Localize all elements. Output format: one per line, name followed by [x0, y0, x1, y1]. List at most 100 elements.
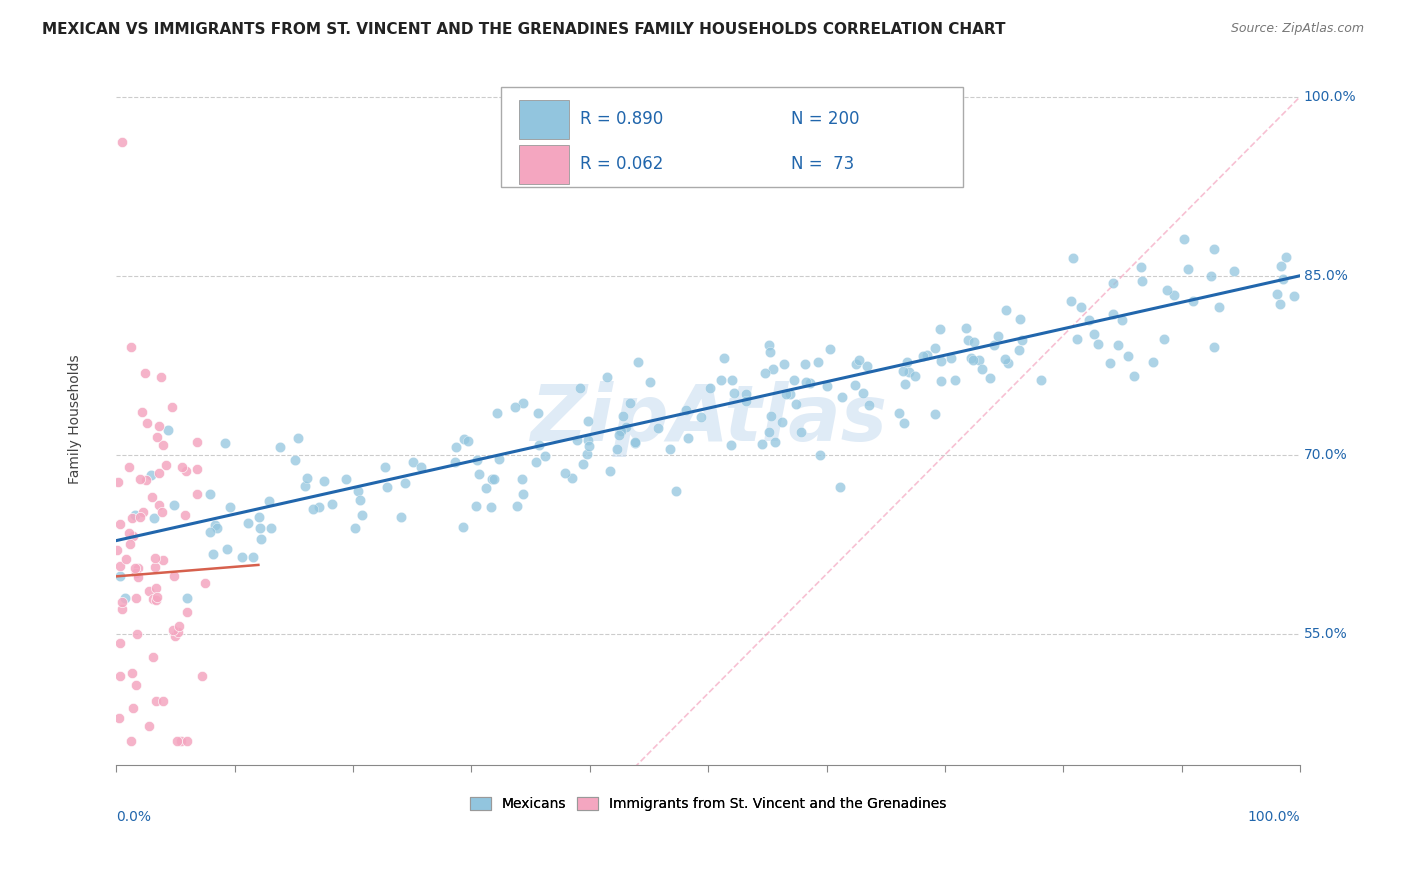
Point	[904, 369, 927, 384]
Point	[818, 342, 841, 356]
Point	[960, 351, 983, 366]
Point	[242, 550, 264, 565]
Point	[612, 409, 634, 423]
Point	[349, 492, 371, 507]
Point	[659, 442, 682, 456]
Point	[108, 558, 131, 573]
Point	[1142, 355, 1164, 369]
Point	[148, 466, 170, 480]
Text: 100.0%: 100.0%	[1247, 810, 1301, 824]
Point	[994, 351, 1017, 366]
Point	[127, 570, 149, 584]
Point	[122, 529, 145, 543]
Point	[162, 400, 184, 414]
Point	[287, 431, 309, 445]
Point	[114, 551, 136, 566]
Point	[108, 568, 131, 582]
Point	[624, 435, 647, 450]
Point	[145, 581, 167, 595]
Point	[1271, 272, 1294, 286]
Point	[1177, 261, 1199, 276]
Point	[1284, 289, 1306, 303]
Point	[200, 487, 222, 501]
Point	[145, 593, 167, 607]
Point	[911, 349, 934, 363]
Text: 55.0%: 55.0%	[1303, 626, 1347, 640]
Point	[142, 591, 165, 606]
Point	[453, 432, 475, 446]
Point	[125, 591, 148, 606]
Point	[174, 464, 197, 478]
Point	[468, 467, 491, 481]
Point	[1201, 268, 1223, 283]
Point	[758, 338, 780, 352]
Point	[844, 377, 866, 392]
Point	[142, 650, 165, 665]
Point	[132, 505, 155, 519]
Point	[176, 591, 198, 605]
Point	[576, 446, 599, 460]
Point	[108, 669, 131, 683]
Point	[156, 423, 179, 437]
Point	[118, 526, 141, 541]
Point	[512, 487, 534, 501]
Point	[1060, 294, 1083, 309]
Point	[111, 135, 134, 149]
Point	[1101, 307, 1123, 321]
Point	[758, 425, 780, 440]
Point	[321, 497, 343, 511]
Point	[1029, 373, 1052, 387]
Point	[166, 734, 188, 748]
Point	[146, 430, 169, 444]
Point	[578, 414, 600, 428]
Point	[761, 362, 783, 376]
Point	[143, 551, 166, 566]
Point	[121, 510, 143, 524]
Point	[444, 455, 467, 469]
Point	[231, 549, 253, 564]
Point	[852, 386, 875, 401]
Point	[120, 734, 142, 748]
Point	[238, 516, 260, 530]
Point	[808, 448, 831, 462]
Point	[794, 357, 817, 371]
Point	[249, 521, 271, 535]
Point	[128, 472, 150, 486]
Point	[610, 424, 633, 438]
Point	[924, 341, 946, 355]
Point	[713, 351, 735, 365]
Point	[479, 500, 502, 515]
Point	[665, 483, 688, 498]
Point	[709, 373, 731, 387]
Point	[858, 397, 880, 411]
Point	[186, 435, 208, 450]
Point	[807, 355, 830, 369]
Point	[111, 602, 134, 616]
Point	[107, 711, 129, 725]
Point	[152, 438, 174, 452]
Point	[163, 498, 186, 512]
Point	[312, 474, 335, 488]
Point	[943, 373, 966, 387]
Point	[533, 449, 555, 463]
Point	[482, 472, 505, 486]
Point	[375, 480, 398, 494]
Point	[1011, 333, 1033, 347]
Point	[347, 483, 370, 498]
Point	[939, 351, 962, 365]
Point	[186, 462, 208, 476]
Point	[759, 345, 782, 359]
Point	[572, 457, 595, 471]
Point	[218, 500, 240, 514]
Point	[170, 459, 193, 474]
Point	[111, 595, 134, 609]
Point	[815, 379, 838, 393]
Point	[127, 626, 149, 640]
Point	[524, 455, 547, 469]
Point	[170, 734, 193, 748]
Point	[343, 521, 366, 535]
Point	[845, 357, 868, 371]
Point	[114, 591, 136, 605]
Point	[143, 511, 166, 525]
Point	[481, 472, 503, 486]
